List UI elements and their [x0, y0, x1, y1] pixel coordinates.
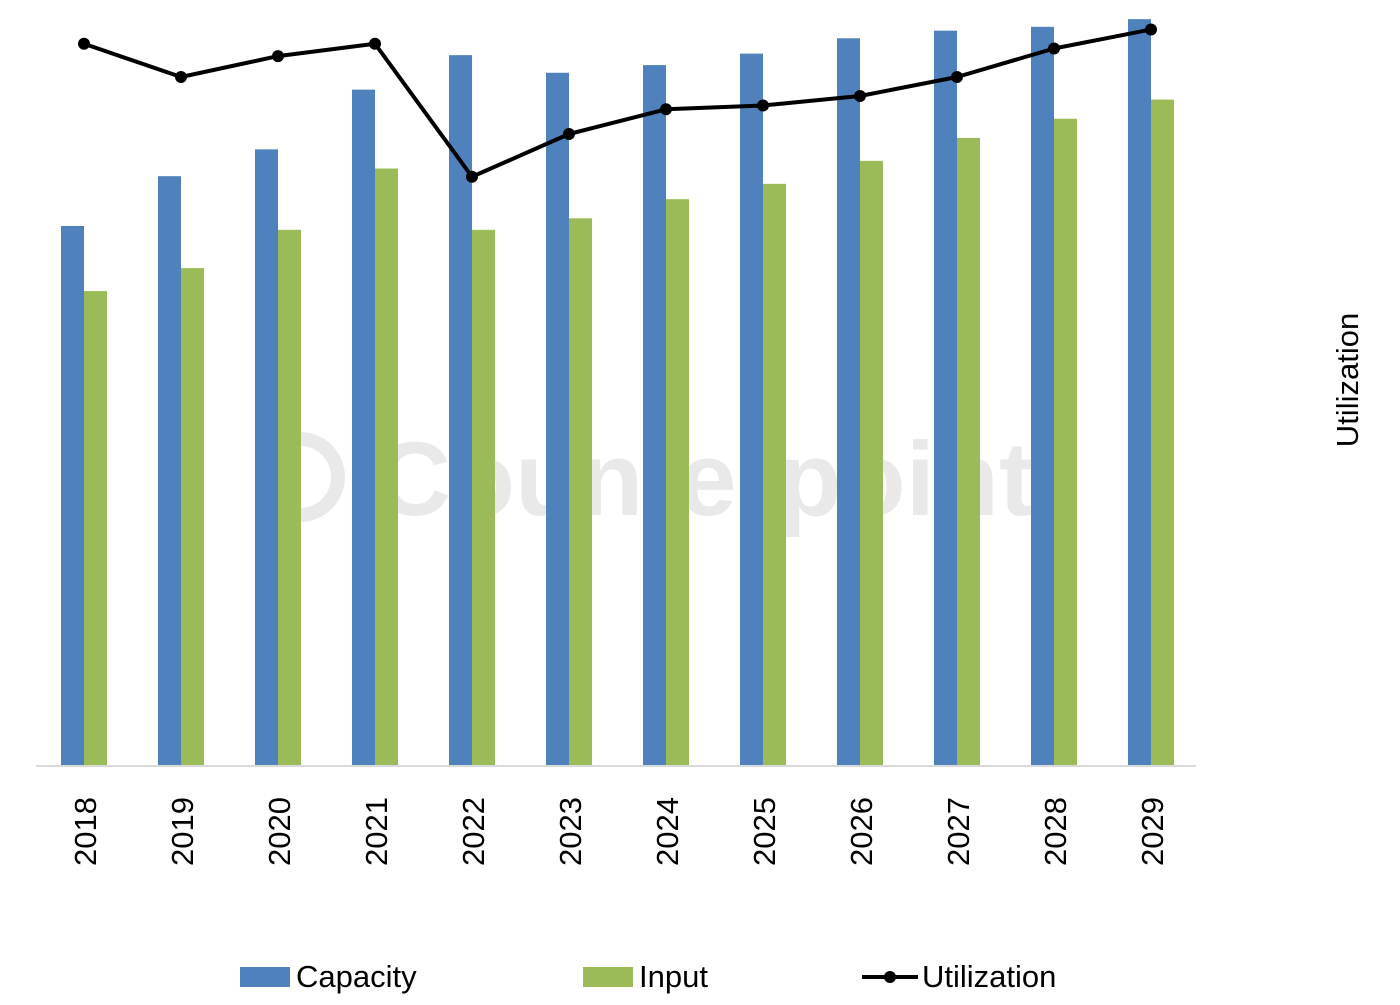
bar-capacity-2023 [546, 72, 569, 766]
bar-capacity-2020 [255, 149, 278, 766]
bar-input-2020 [278, 229, 301, 767]
bar-input-2023 [569, 218, 592, 766]
bar-input-2026 [860, 160, 883, 767]
legend-item-input: Input [583, 955, 708, 999]
utilization-point-2025 [757, 99, 769, 112]
bar-input-2022 [472, 229, 495, 767]
legend-swatch-capacity [240, 967, 290, 987]
bar-input-2027 [957, 137, 980, 766]
x-tick-label-2026: 2026 [844, 797, 879, 866]
bar-input-2019 [181, 268, 204, 766]
chart-canvas: Counterpoint 2018 2019 2020 2021 2022 2023 202… [36, 19, 1196, 866]
utilization-point-2020 [272, 50, 284, 63]
y-axis-right-label: Utilization [1330, 312, 1365, 448]
x-tick-label-2019: 2019 [165, 797, 200, 866]
legend-label-input: Input [639, 959, 708, 994]
x-tick-label-2025: 2025 [747, 797, 782, 866]
bar-capacity-2027 [934, 30, 957, 766]
utilization-point-2018 [78, 37, 90, 50]
x-tick-label-2018: 2018 [68, 797, 103, 866]
x-tick-label-2029: 2029 [1135, 797, 1170, 866]
legend-swatch-input [583, 967, 633, 987]
legend: Capacity Input Utilization [0, 955, 1400, 999]
utilization-line [83, 27, 1152, 179]
bar-input-2029 [1151, 99, 1174, 766]
bar-input-2024 [666, 199, 689, 766]
bar-capacity-2025 [740, 53, 763, 767]
bar-capacity-2028 [1031, 26, 1054, 767]
bar-input-2018 [84, 291, 107, 766]
bar-input-2021 [375, 168, 398, 766]
bar-capacity-2022 [449, 55, 472, 767]
x-tick-label-2021: 2021 [359, 797, 394, 866]
bar-capacity-2021 [352, 89, 375, 766]
bar-input-2025 [763, 183, 786, 767]
utilization-point-2024 [660, 103, 672, 116]
utilization-point-2028 [1048, 42, 1060, 55]
x-tick-label-2022: 2022 [456, 797, 491, 866]
x-tick-label-2020: 2020 [262, 797, 297, 866]
bar-capacity-2026 [837, 38, 860, 767]
x-tick-label-2024: 2024 [650, 797, 685, 866]
legend-label-utilization: Utilization [922, 959, 1057, 994]
bar-input-2028 [1054, 118, 1077, 767]
utilization-point-2027 [951, 71, 963, 83]
bar-capacity-2019 [158, 176, 181, 766]
bars-layer [61, 19, 1174, 767]
x-tick-label-2023: 2023 [553, 797, 588, 866]
utilization-point-2019 [175, 71, 187, 83]
utilization-point-2021 [369, 37, 381, 50]
utilization-line-layer [78, 23, 1157, 183]
utilization-point-2026 [854, 90, 866, 102]
utilization-point-2022 [466, 170, 478, 183]
legend-item-utilization: Utilization [862, 955, 1056, 999]
bar-capacity-2024 [643, 65, 666, 767]
legend-swatch-utilization [862, 971, 918, 983]
x-tick-label-2028: 2028 [1038, 797, 1073, 866]
utilization-point-2029 [1145, 23, 1157, 36]
utilization-point-2023 [563, 128, 575, 140]
legend-item-capacity: Capacity [240, 955, 417, 999]
x-tick-label-2027: 2027 [941, 797, 976, 866]
bar-capacity-2029 [1128, 19, 1151, 766]
x-tick-labels: 2018 2019 2020 2021 2022 2023 2024 2025 2026 2027… [68, 797, 1170, 866]
legend-label-capacity: Capacity [296, 959, 417, 994]
bar-capacity-2018 [61, 225, 84, 767]
